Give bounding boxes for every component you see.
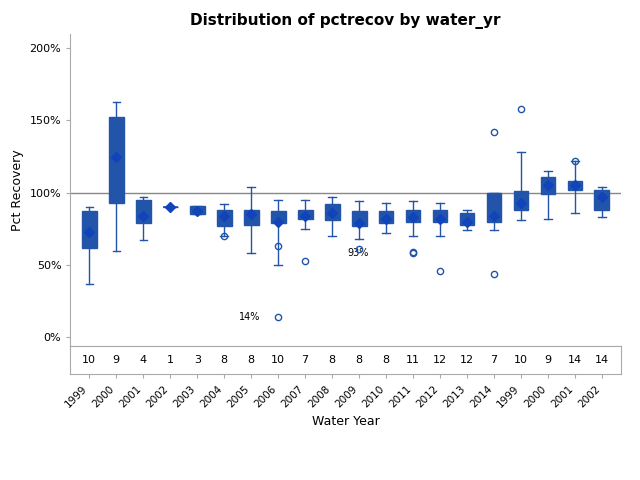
Text: 9: 9 [113, 355, 120, 365]
PathPatch shape [513, 191, 529, 210]
Text: 8: 8 [248, 355, 255, 365]
Text: 12: 12 [460, 355, 474, 365]
Text: 4: 4 [140, 355, 147, 365]
Text: 7: 7 [301, 355, 308, 365]
PathPatch shape [82, 212, 97, 248]
Text: 93%: 93% [347, 248, 369, 258]
Text: 8: 8 [221, 355, 228, 365]
Text: 10: 10 [514, 355, 528, 365]
PathPatch shape [217, 210, 232, 226]
Text: 10: 10 [271, 355, 285, 365]
PathPatch shape [324, 204, 340, 220]
Text: 8: 8 [328, 355, 335, 365]
PathPatch shape [298, 210, 312, 219]
Text: 8: 8 [356, 355, 363, 365]
Y-axis label: Pct Recovery: Pct Recovery [11, 149, 24, 230]
PathPatch shape [244, 210, 259, 225]
PathPatch shape [433, 210, 447, 222]
PathPatch shape [271, 212, 285, 223]
PathPatch shape [568, 181, 582, 190]
Title: Distribution of pctrecov by water_yr: Distribution of pctrecov by water_yr [190, 13, 501, 29]
PathPatch shape [136, 200, 150, 223]
Text: 7: 7 [490, 355, 497, 365]
PathPatch shape [109, 118, 124, 203]
PathPatch shape [486, 192, 501, 222]
Text: 8: 8 [383, 355, 390, 365]
Text: 1: 1 [167, 355, 173, 365]
Text: 14: 14 [595, 355, 609, 365]
Text: 9: 9 [545, 355, 552, 365]
Text: 12: 12 [433, 355, 447, 365]
Text: 14: 14 [568, 355, 582, 365]
Text: 14%: 14% [239, 312, 260, 322]
PathPatch shape [351, 212, 367, 226]
Text: 3: 3 [194, 355, 201, 365]
Text: 11: 11 [406, 355, 420, 365]
PathPatch shape [595, 190, 609, 210]
X-axis label: Water Year: Water Year [312, 415, 380, 428]
PathPatch shape [541, 177, 556, 194]
PathPatch shape [379, 212, 394, 223]
PathPatch shape [406, 210, 420, 222]
PathPatch shape [190, 206, 205, 215]
PathPatch shape [460, 213, 474, 225]
Text: 10: 10 [83, 355, 96, 365]
